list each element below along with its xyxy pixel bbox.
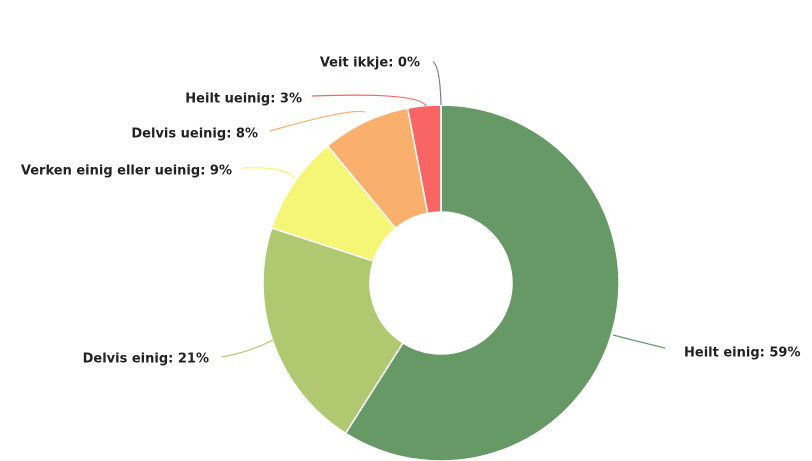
connector [269,110,366,132]
connector [221,339,274,358]
connector [242,167,296,179]
slice-label: Heilt einig: 59% [684,346,800,361]
connector [612,334,666,349]
connector [432,61,442,106]
slice-label: Veit ikkje: 0% [320,56,420,71]
slice [262,227,404,435]
slice-label: Heilt ueinig: 3% [185,92,302,107]
connector [311,94,427,107]
slice-label: Verken einig eller ueinig: 9% [21,164,232,179]
slice-label: Delvis ueinig: 8% [131,127,258,142]
slice-label: Delvis einig: 21% [83,352,209,367]
